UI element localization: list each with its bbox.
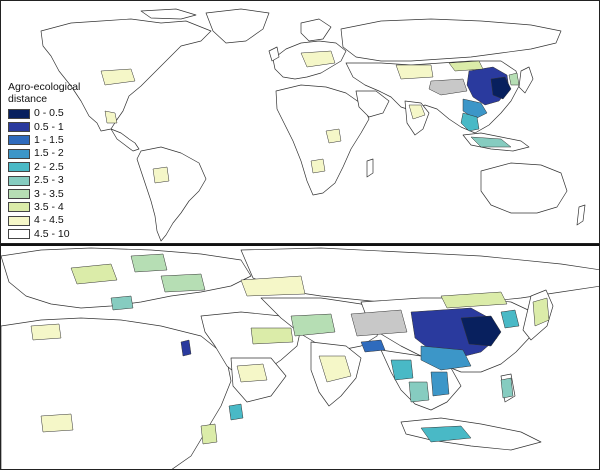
z-mongolia-overlay [440,291,508,309]
z-eastern-europe-overlay [70,263,118,285]
china-south [462,98,488,120]
africa-overlay-2 [310,158,326,174]
legend-entry: 0.5 - 1 [8,120,106,133]
central-america [110,128,140,152]
legend-label: 1.5 - 2 [34,147,64,160]
z-vietnam-overlay [430,371,450,397]
scandinavia [300,18,332,42]
legend-swatch [8,215,30,226]
z-china-south-overlay [420,345,472,371]
world-map [40,8,586,242]
arctic-islands [140,8,197,20]
japan [518,66,534,94]
uk [268,46,280,62]
legend-entry: 4.5 - 10 [8,228,106,241]
legend-swatch [8,108,30,119]
legend-entry: 3 - 3.5 [8,187,106,200]
legend-swatch [8,135,30,146]
legend-label: 2.5 - 3 [34,174,64,187]
arabia [355,90,390,118]
legend-title-line1: Agro-ecological [8,81,81,93]
z-ukraine-overlay [160,273,206,293]
mongolia [448,60,484,72]
z-europe [1,247,252,309]
china-east [490,76,512,100]
legend-swatch [8,148,30,159]
z-iran-overlay [290,313,336,337]
z-nepal-overlay [360,339,386,353]
legend-label: 4.5 - 10 [34,227,70,240]
legend-label: 1 - 1.5 [34,133,64,146]
legend-label: 3.5 - 4 [34,200,64,213]
z-japan-overlay [532,297,550,327]
africa [275,84,370,196]
legend-label: 0 - 0.5 [34,107,64,120]
z-africa [1,317,232,469]
legend-entry: 2.5 - 3 [8,174,106,187]
legend-swatch [8,122,30,133]
legend-title-line2: distance [8,93,48,105]
z-morocco-overlay [30,323,62,341]
legend-swatch [8,202,30,213]
india-overlay [408,104,426,120]
legend-swatch [8,162,30,173]
z-thailand-overlay [408,381,430,403]
australia [480,162,568,214]
z-scandinavia-overlay [130,253,168,273]
z-ethiopia-overlay [228,403,244,421]
new-zealand [576,204,586,226]
legend-label: 2 - 2.5 [34,160,64,173]
z-indonesia [400,417,542,451]
korea-japan [508,72,520,86]
z-afghanistan-overlay [250,327,294,345]
z-balkans-overlay [110,295,134,311]
south-america [136,146,207,242]
z-nile-overlay [180,339,192,357]
south-america-overlay [152,166,170,184]
z-philippines-overlay [500,377,514,399]
tibet [428,78,468,96]
afro-eurasia-map-panel [0,244,600,470]
z-indonesia-overlay [420,425,472,443]
z-korea-overlay [500,309,520,329]
africa-overlay-1 [325,128,342,144]
legend-entry: 1 - 1.5 [8,134,106,147]
greenland [205,8,270,44]
europe-overlay [300,50,336,68]
indonesia-overlay [470,136,512,148]
legend-entry: 2 - 2.5 [8,161,106,174]
mexico-overlay [104,110,118,124]
legend-label: 0.5 - 1 [34,120,64,133]
usa-overlay [100,68,136,86]
z-myanmar-overlay [390,359,414,381]
z-west-africa-overlay [40,413,74,433]
legend-entry: 0 - 0.5 [8,107,106,120]
legend-swatch [8,189,30,200]
legend-label: 4 - 4.5 [34,214,64,227]
z-china-east-overlay [460,315,502,347]
se-asia [460,112,480,132]
z-arabia-overlay [236,363,268,383]
russia [340,18,562,62]
z-tibet-overlay [350,309,408,337]
legend-title: Agro-ecological distance [8,81,106,105]
madagascar [366,158,374,178]
legend-entry: 3.5 - 4 [8,201,106,214]
z-india-overlay [318,355,352,383]
central-asia [395,64,434,80]
z-kazakh-overlay [240,275,306,297]
afro-eurasia-map [1,247,599,469]
legend-entry: 1.5 - 2 [8,147,106,160]
z-east-africa-overlay [200,423,218,445]
legend-swatch [8,175,30,186]
legend-entry: 4 - 4.5 [8,214,106,227]
legend-swatch [8,229,30,240]
z-russia [240,247,599,305]
legend-label: 3 - 3.5 [34,187,64,200]
